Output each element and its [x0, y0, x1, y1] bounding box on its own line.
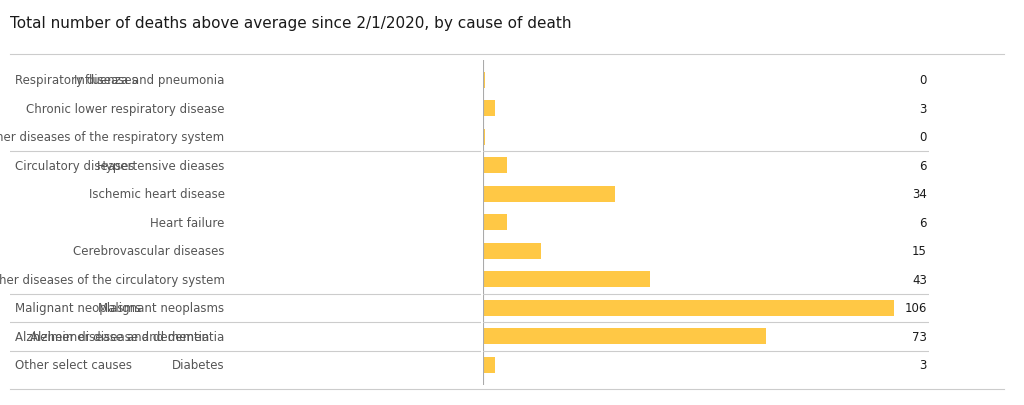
Text: Malignant neoplasms: Malignant neoplasms — [15, 302, 141, 315]
Text: 106: 106 — [904, 302, 927, 315]
Text: 6: 6 — [920, 160, 927, 173]
Bar — [483, 215, 507, 230]
Text: Other diseases of the respiratory system: Other diseases of the respiratory system — [0, 131, 224, 144]
Text: 15: 15 — [912, 245, 927, 258]
Bar — [483, 243, 542, 259]
Text: 0: 0 — [920, 74, 927, 87]
Text: Alzheimer disease and dementia: Alzheimer disease and dementia — [15, 330, 209, 343]
Text: Other select causes: Other select causes — [15, 358, 132, 371]
Text: Malignant neoplasms: Malignant neoplasms — [98, 302, 224, 315]
Text: Respiratory diseases: Respiratory diseases — [15, 74, 137, 87]
Bar — [483, 101, 495, 117]
Text: 6: 6 — [920, 216, 927, 229]
Text: 73: 73 — [912, 330, 927, 343]
Text: Influenza and pneumonia: Influenza and pneumonia — [74, 74, 224, 87]
Bar — [483, 357, 495, 373]
Bar — [483, 272, 650, 288]
Bar — [483, 328, 766, 344]
Text: Alzheimer disease and dementia: Alzheimer disease and dementia — [31, 330, 224, 343]
Text: Hypertensive dieases: Hypertensive dieases — [97, 160, 224, 173]
Bar — [483, 73, 485, 88]
Text: Circulatory diseases: Circulatory diseases — [15, 160, 134, 173]
Text: Chronic lower respiratory disease: Chronic lower respiratory disease — [26, 102, 224, 115]
Text: Cerebrovascular diseases: Cerebrovascular diseases — [73, 245, 224, 258]
Text: 34: 34 — [912, 188, 927, 201]
Bar — [483, 300, 894, 316]
Text: 43: 43 — [912, 273, 927, 286]
Text: Other diseases of the circulatory system: Other diseases of the circulatory system — [0, 273, 224, 286]
Text: Diabetes: Diabetes — [172, 358, 224, 371]
Text: 3: 3 — [920, 102, 927, 115]
Bar — [483, 158, 507, 174]
Bar — [483, 187, 615, 202]
Text: 0: 0 — [920, 131, 927, 144]
Text: Heart failure: Heart failure — [151, 216, 224, 229]
Text: Ischemic heart disease: Ischemic heart disease — [88, 188, 224, 201]
Bar — [483, 130, 485, 145]
Text: Total number of deaths above average since 2/1/2020, by cause of death: Total number of deaths above average sin… — [10, 16, 571, 31]
Text: 3: 3 — [920, 358, 927, 371]
